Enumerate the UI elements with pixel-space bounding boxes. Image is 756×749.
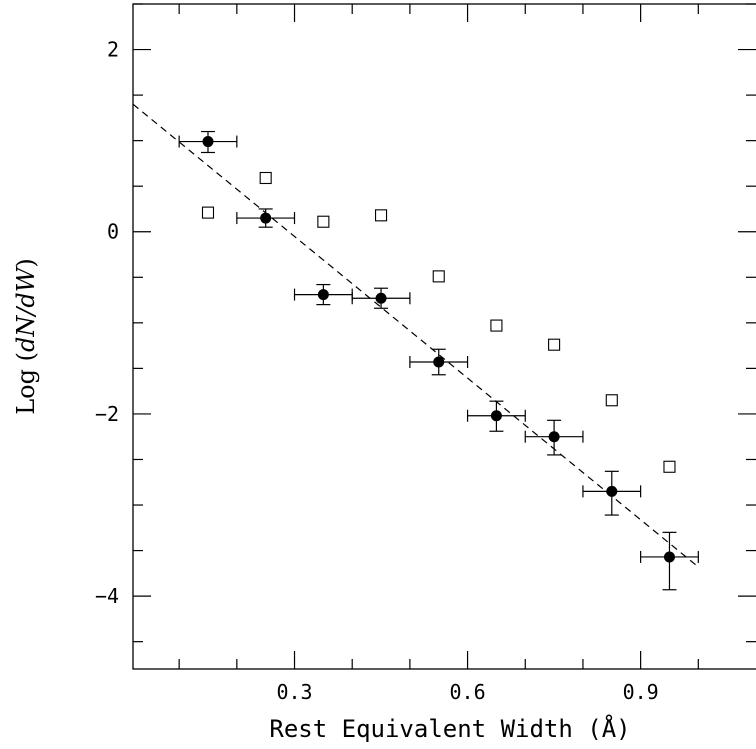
filled-circle-point: [202, 136, 214, 148]
x-tick-label: 0.6: [450, 680, 486, 704]
y-axis-title: Log (dN/dW): [12, 258, 40, 415]
y-tick-label: −2: [95, 402, 119, 426]
filled-circle-point: [433, 356, 445, 368]
data-point-group: [582, 470, 642, 516]
open-square-point: [605, 394, 618, 407]
data-point-group: [524, 419, 584, 456]
y-tick-label: 0: [107, 220, 119, 244]
filled-circle-point: [317, 289, 329, 301]
open-square-point: [374, 209, 388, 222]
data-point-group: [293, 283, 353, 306]
x-axis-title: Rest Equivalent Width (Å): [269, 714, 630, 743]
open-square-point: [432, 270, 445, 283]
y-tick-label: −4: [95, 584, 119, 608]
data-point-group: [236, 208, 296, 228]
open-square-point: [663, 460, 676, 473]
data-point-group: [466, 400, 526, 432]
filled-circle-point: [606, 485, 618, 497]
filled-circle-point: [260, 212, 272, 224]
open-square-point: [201, 206, 215, 219]
filled-circle-point: [490, 410, 502, 422]
fit-line-layer: [132, 103, 699, 568]
dashed-fit-line: [132, 103, 699, 568]
open-square-point: [259, 171, 272, 185]
y-axis-ticks: [133, 3, 756, 643]
plot-frame: [132, 3, 756, 670]
data-point-group: [351, 287, 411, 309]
x-axis-ticks: [178, 4, 699, 669]
filled-circle-point: [663, 551, 675, 563]
y-tick-label: 2: [107, 38, 119, 62]
filled-circle-point: [375, 292, 387, 304]
x-axis-tick-labels: 0.3 0.6 0.9: [276, 680, 658, 704]
data-point-group: [640, 531, 699, 591]
data-point-group: [409, 348, 469, 376]
open-square-point: [490, 319, 503, 332]
x-tick-label: 0.3: [276, 680, 312, 704]
data-point-group: [178, 130, 238, 154]
filled-circle-point: [548, 431, 560, 443]
y-axis-tick-labels: 2 0 −2 −4: [95, 38, 119, 609]
x-tick-label: 0.9: [623, 680, 659, 704]
filled-circle-series: [178, 130, 699, 591]
plot-border: [132, 3, 756, 670]
open-square-point: [317, 215, 330, 228]
open-square-series: [201, 171, 676, 473]
open-square-point: [548, 338, 561, 351]
